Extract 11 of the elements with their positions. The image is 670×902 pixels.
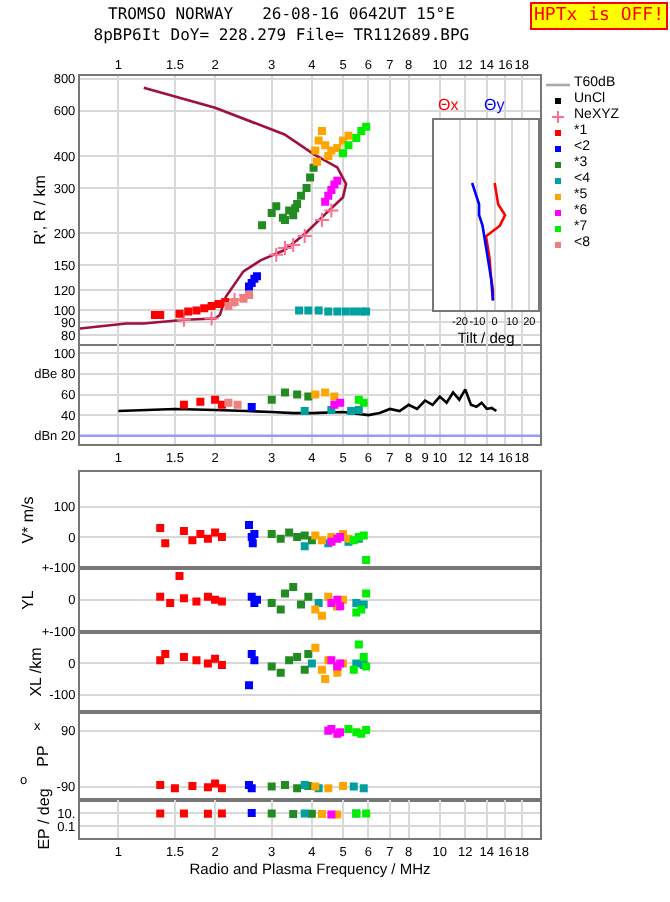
text: HPTx is OFF! [534,6,665,26]
chart-title: TROMSO NORWAY 26-08-16 0642UT 15°E [108,5,456,24]
y-axis-title: EP / deg [34,788,53,850]
y-axis-title: R', R / km [31,174,50,245]
y-axis-title: V* m/s [19,496,38,544]
y-axis-title: XL /km [26,646,45,697]
text: Θx [438,96,459,114]
y-axis-title: YL [19,589,38,610]
y-axis-title: PP [33,745,52,767]
text: Θy [484,96,505,114]
chart-subtitle: 8pBP6It DoY= 228.279 File= TR112689.BPG [93,26,470,44]
